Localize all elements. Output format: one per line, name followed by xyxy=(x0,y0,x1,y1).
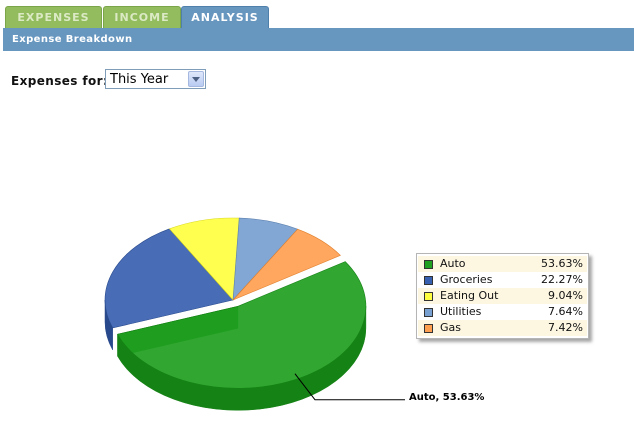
chart-legend: Auto 53.63% Groceries 22.27% Eating Out … xyxy=(416,253,589,339)
legend-value-utilities: 7.64% xyxy=(548,305,583,318)
legend-label-auto: Auto xyxy=(440,257,466,270)
legend-swatch-groceries xyxy=(424,276,433,285)
legend-swatch-gas xyxy=(424,324,433,333)
pie-slice-gas xyxy=(232,228,341,301)
legend-item-eating-out: Eating Out 9.04% xyxy=(418,288,587,304)
legend-label-gas: Gas xyxy=(440,321,461,334)
tab-analysis[interactable]: ANALYSIS xyxy=(181,6,269,28)
legend-swatch-auto xyxy=(424,260,433,269)
legend-item-groceries: Groceries 22.27% xyxy=(418,272,587,288)
tab-income[interactable]: INCOME xyxy=(103,6,181,28)
pie-slice-groceries xyxy=(104,228,234,329)
callout-label-auto: Auto, 53.63% xyxy=(409,392,485,403)
pie-slice-auto xyxy=(117,261,367,389)
section-header: Expense Breakdown xyxy=(3,28,634,51)
legend-label-utilities: Utilities xyxy=(440,305,482,318)
tab-expenses[interactable]: EXPENSES xyxy=(5,6,102,28)
legend-item-auto: Auto 53.63% xyxy=(418,256,587,272)
legend-value-auto: 53.63% xyxy=(541,257,583,270)
period-select-value: This Year xyxy=(110,72,169,87)
legend-label-eating-out: Eating Out xyxy=(440,289,499,302)
legend-item-utilities: Utilities 7.64% xyxy=(418,304,587,320)
legend-swatch-eating-out xyxy=(424,292,433,301)
legend-item-gas: Gas 7.42% xyxy=(418,320,587,336)
legend-value-groceries: 22.27% xyxy=(541,273,583,286)
period-label: Expenses for: xyxy=(11,74,109,88)
legend-value-eating-out: 9.04% xyxy=(548,289,583,302)
section-title: Expense Breakdown xyxy=(12,34,133,45)
period-select[interactable]: This Year xyxy=(105,69,206,89)
legend-swatch-utilities xyxy=(424,308,433,317)
legend-label-groceries: Groceries xyxy=(440,273,493,286)
legend-value-gas: 7.42% xyxy=(548,321,583,334)
chevron-down-icon[interactable] xyxy=(188,71,204,87)
callout-line-auto xyxy=(294,373,405,401)
